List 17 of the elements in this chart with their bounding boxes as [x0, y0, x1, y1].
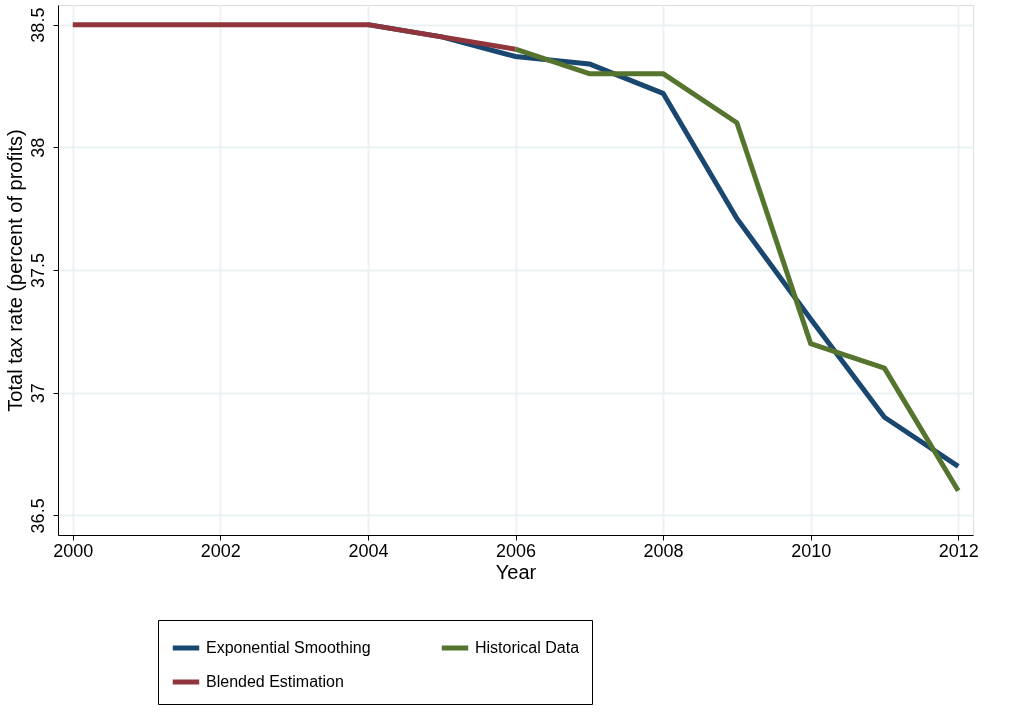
x-tick-label: 2004 [348, 540, 389, 561]
y-tick-label: 38 [27, 137, 48, 158]
y-axis-title: Total tax rate (percent of profits) [3, 129, 26, 412]
x-tick-label: 2000 [53, 540, 94, 561]
x-tick-label: 2006 [495, 540, 537, 561]
legend-label: Blended Estimation [206, 673, 344, 690]
x-axis-title: Year [495, 560, 537, 583]
y-tick-label: 37 [27, 383, 48, 404]
y-tick-label: 37.5 [27, 252, 48, 289]
x-tick-label: 2002 [200, 540, 241, 561]
legend-label: Historical Data [475, 639, 580, 656]
x-tick-label: 2010 [791, 540, 832, 561]
y-tick-label: 38.5 [27, 7, 48, 43]
y-tick-label: 36.5 [27, 498, 48, 534]
x-tick-label: 2012 [938, 540, 979, 561]
legend-label: Exponential Smoothing [206, 639, 371, 656]
x-tick-label: 2008 [643, 540, 684, 561]
